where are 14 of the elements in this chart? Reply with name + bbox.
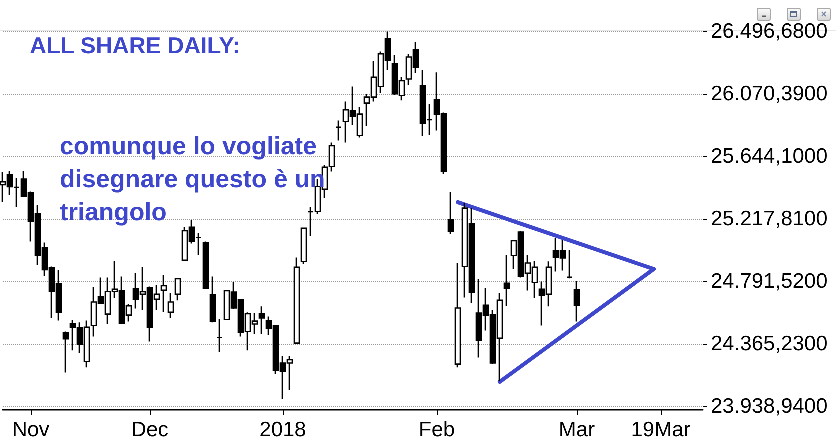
x-tick-label: Dec: [131, 418, 169, 442]
x-tick-label: Feb: [418, 418, 456, 442]
chart-title: ALL SHARE DAILY:: [30, 32, 240, 58]
x-tick-label: 19Mar: [631, 418, 691, 442]
y-tick-label: 26.070,3900: [711, 82, 828, 106]
x-tick-label: Mar: [558, 418, 596, 442]
y-tick-label: 26.496,6800: [711, 20, 828, 44]
y-tick-label: 24.365,2300: [711, 332, 828, 356]
x-tick-label: Nov: [12, 418, 50, 442]
y-tick-label: 24.791,5200: [711, 270, 828, 294]
y-tick-label: 25.217,8100: [711, 208, 828, 231]
x-tick-label: 2018: [260, 418, 306, 442]
y-tick-label: 23.938,9400: [711, 395, 828, 418]
y-tick-label: 25.644,1000: [711, 145, 828, 168]
